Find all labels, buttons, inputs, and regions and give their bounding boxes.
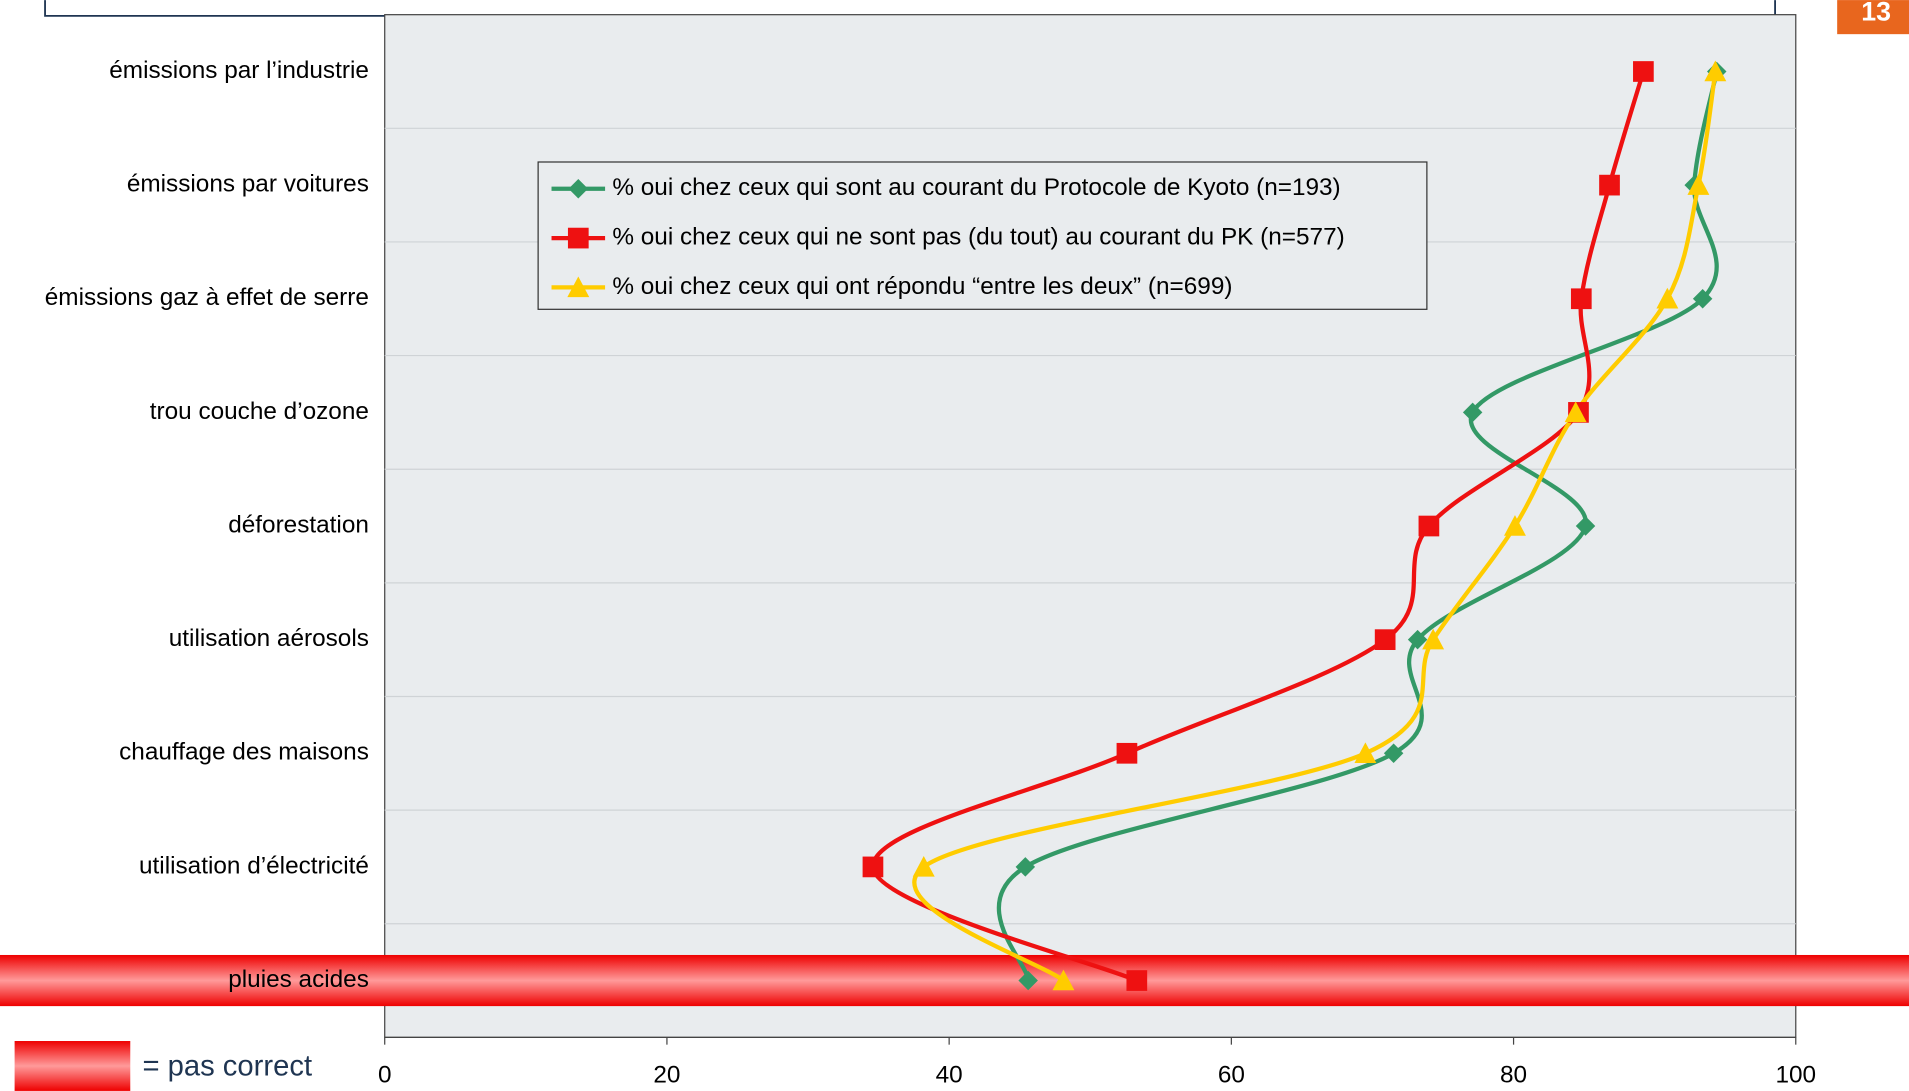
y-tick-label: émissions par voitures bbox=[127, 171, 369, 198]
highlight-swatch bbox=[14, 1041, 131, 1091]
y-tick-label: utilisation aérosols bbox=[169, 625, 369, 652]
legend-box bbox=[537, 161, 1428, 310]
x-tick-label: 80 bbox=[1500, 1062, 1527, 1089]
y-tick-label: émissions gaz à effet de serre bbox=[45, 284, 369, 311]
x-tick-label: 60 bbox=[1218, 1062, 1245, 1089]
marker bbox=[1687, 174, 1710, 195]
legend-marker bbox=[568, 179, 589, 199]
marker bbox=[1692, 289, 1713, 309]
marker bbox=[1418, 515, 1440, 537]
marker bbox=[1633, 61, 1654, 82]
marker bbox=[1504, 515, 1526, 536]
page-badge bbox=[1837, 0, 1909, 35]
y-tick-label: pluies acides bbox=[228, 966, 369, 993]
y-tick-label: déforestation bbox=[228, 511, 369, 538]
legend: % oui chez ceux qui sont au courant du P… bbox=[537, 161, 1428, 310]
marker bbox=[1354, 742, 1377, 764]
x-tick-label: 100 bbox=[1775, 1062, 1816, 1089]
series-line bbox=[912, 71, 1718, 983]
y-tick-label: chauffage des maisons bbox=[119, 739, 369, 766]
legend-marker bbox=[567, 276, 590, 298]
marker bbox=[1570, 288, 1592, 310]
highlight-note: = pas correct bbox=[142, 1051, 312, 1083]
marker bbox=[1052, 969, 1075, 991]
marker bbox=[1422, 628, 1445, 650]
marker bbox=[1116, 742, 1138, 764]
legend-marker bbox=[567, 227, 589, 249]
x-tick-label: 20 bbox=[653, 1062, 680, 1089]
series-line bbox=[996, 71, 1719, 981]
page-number: 13 bbox=[1861, 0, 1891, 27]
legend-label: % oui chez ceux qui sont au courant du P… bbox=[612, 174, 1340, 201]
marker bbox=[1407, 629, 1428, 650]
marker bbox=[862, 856, 884, 878]
marker bbox=[1126, 970, 1148, 991]
marker bbox=[1374, 629, 1396, 650]
y-tick-label: émissions par l’industrie bbox=[109, 57, 369, 84]
layer: = pas correct émissions par l’industrie ém… bbox=[0, 57, 1909, 1091]
y-tick-label: utilisation d’électricité bbox=[139, 852, 369, 879]
marker bbox=[1704, 60, 1727, 82]
marker bbox=[1599, 174, 1620, 196]
legend-label: % oui chez ceux qui ont répondu “entre l… bbox=[612, 273, 1232, 300]
frame bbox=[44, 0, 1776, 17]
y-tick-label: trou couche d’ozone bbox=[150, 398, 369, 425]
highlight-band bbox=[0, 954, 1909, 1007]
marker bbox=[1462, 402, 1483, 423]
marker bbox=[1656, 287, 1679, 309]
x-tick-label: 0 bbox=[378, 1062, 392, 1089]
marker bbox=[1564, 401, 1587, 423]
x-tick-label: 40 bbox=[936, 1062, 963, 1089]
legend-label: % oui chez ceux qui ne sont pas (du tout… bbox=[612, 224, 1344, 251]
marker bbox=[912, 855, 935, 877]
